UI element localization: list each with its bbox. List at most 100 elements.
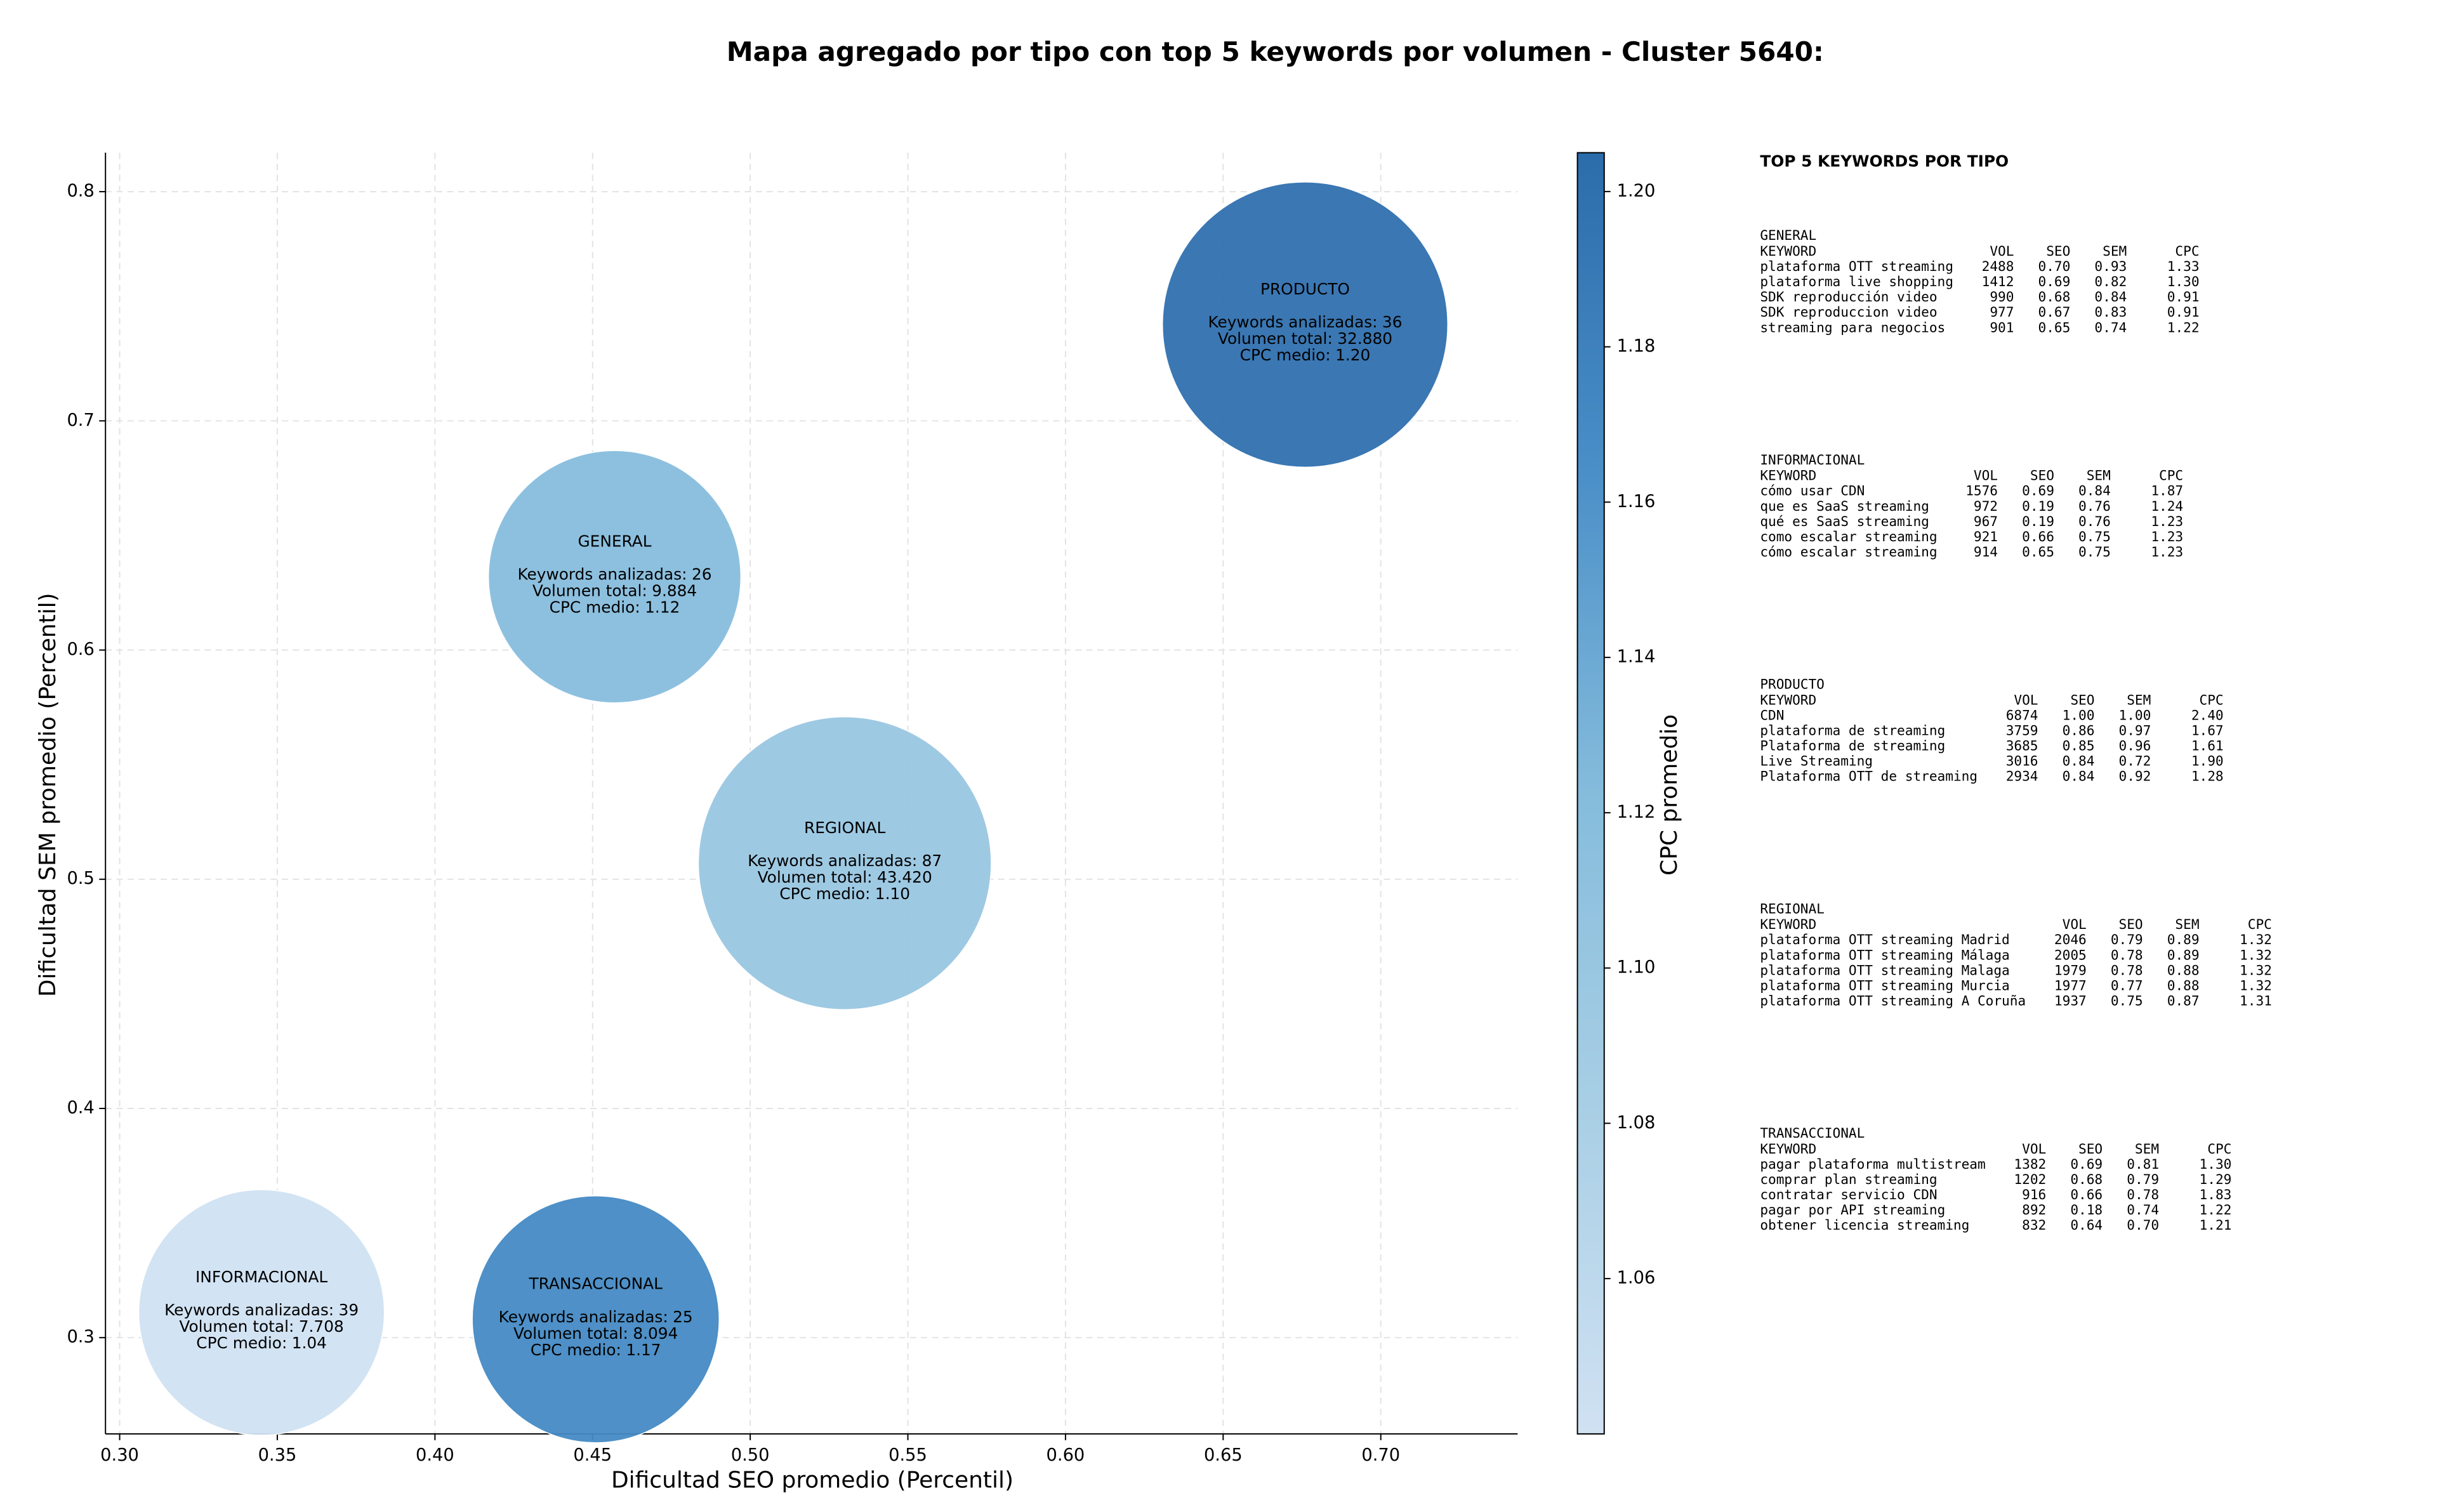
table-cell: 1382 — [2014, 1156, 2046, 1172]
bubble-name: PRODUCTO — [1260, 280, 1350, 298]
bubble-annotation: CPC medio: 1.12 — [550, 598, 680, 617]
table-cell: 0.66 — [2022, 529, 2054, 544]
colorbar-tick-label: 1.20 — [1617, 181, 1656, 201]
table-cell: 0.68 — [2070, 1171, 2103, 1187]
table-cell: plataforma live shopping — [1760, 273, 1953, 289]
bubble — [1161, 181, 1448, 468]
table-cell: 1977 — [2054, 977, 2087, 993]
table-cell: obtener licencia streaming — [1760, 1217, 1969, 1233]
table-cell: 0.67 — [2038, 304, 2071, 320]
table-cell: 1202 — [2014, 1171, 2046, 1187]
table-cell: 0.70 — [2038, 258, 2071, 274]
table-cell: 0.65 — [2022, 544, 2054, 560]
table-cell: 1.23 — [2151, 529, 2183, 544]
y-tick-label: 0.4 — [67, 1098, 94, 1117]
table-cell: 2.40 — [2191, 707, 2224, 723]
table-cell: 1.33 — [2167, 258, 2200, 274]
x-tick-label: 0.50 — [731, 1445, 770, 1465]
column-header: KEYWORD — [1760, 692, 1816, 707]
table-cell: 0.78 — [2111, 962, 2143, 978]
table-cell: 1.30 — [2167, 273, 2200, 289]
bubble — [472, 1195, 720, 1443]
annotation-value: 26 — [692, 565, 712, 583]
table-cell: 0.83 — [2094, 304, 2127, 320]
table-cell: 916 — [2022, 1187, 2046, 1202]
annotation-value: 43.420 — [877, 868, 932, 886]
column-header: KEYWORD — [1760, 468, 1816, 483]
x-tick-label: 0.35 — [258, 1445, 297, 1465]
panel-title: TOP 5 KEYWORDS POR TIPO — [1760, 152, 2009, 171]
bubble — [487, 450, 742, 704]
table-cell: 0.96 — [2119, 738, 2151, 754]
x-tick-label: 0.55 — [888, 1445, 927, 1465]
table-cell: 1.22 — [2167, 319, 2200, 335]
chart-title: Mapa agregado por tipo con top 5 keyword… — [727, 36, 1824, 67]
table-cell: 0.74 — [2094, 319, 2127, 335]
group-name: GENERAL — [1760, 227, 1816, 243]
annotation-label: CPC medio: — [196, 1334, 287, 1352]
bubble — [138, 1189, 385, 1436]
annotation-label: CPC medio: — [550, 598, 640, 617]
table-cell: SDK reproduccion video — [1760, 304, 1937, 320]
table-cell: 0.89 — [2167, 931, 2200, 947]
table-cell: 832 — [2022, 1217, 2046, 1233]
table-cell: 1.67 — [2191, 723, 2224, 739]
table-cell: 0.78 — [2111, 947, 2143, 963]
bubble-annotation: Volumen total: 7.708 — [179, 1317, 343, 1336]
table-cell: 0.75 — [2111, 992, 2143, 1008]
table-cell: 1.23 — [2151, 544, 2183, 560]
table-cell: 0.69 — [2022, 483, 2054, 499]
table-cell: 1.28 — [2191, 768, 2224, 784]
column-header: VOL — [1974, 468, 1998, 483]
annotation-value: 1.04 — [292, 1334, 327, 1352]
table-cell: 990 — [1990, 289, 2014, 305]
table-cell: 1.90 — [2191, 753, 2224, 769]
annotation-label: Keywords analizadas: — [518, 565, 687, 583]
table-cell: 0.65 — [2038, 319, 2071, 335]
table-cell: 2005 — [2054, 947, 2087, 963]
table-cell: 1.32 — [2240, 947, 2272, 963]
table-cell: contratar servicio CDN — [1760, 1187, 1937, 1202]
table-cell: 1412 — [1982, 273, 2014, 289]
column-header: SEM — [2087, 468, 2111, 483]
table-cell: 892 — [2022, 1202, 2046, 1218]
column-header: SEO — [2119, 916, 2143, 932]
table-cell: cómo escalar streaming — [1760, 544, 1937, 560]
column-header: CPC — [2207, 1141, 2231, 1157]
column-header: CPC — [2200, 692, 2224, 707]
table-cell: pagar plataforma multistream — [1760, 1156, 1985, 1172]
table-cell: comprar plan streaming — [1760, 1171, 1937, 1187]
table-cell: 0.87 — [2167, 992, 2200, 1008]
table-cell: que es SaaS streaming — [1760, 498, 1929, 514]
column-header: SEM — [2135, 1141, 2159, 1157]
table-cell: 0.69 — [2070, 1156, 2103, 1172]
table-cell: plataforma OTT streaming Malaga — [1760, 962, 2009, 978]
table-cell: 0.92 — [2119, 768, 2151, 784]
group-name: REGIONAL — [1760, 900, 1825, 916]
table-cell: 1.29 — [2200, 1171, 2232, 1187]
colorbar-label: CPC promedio — [1656, 714, 1682, 876]
column-header: SEO — [2078, 1141, 2103, 1157]
bubble-name: TRANSACCIONAL — [529, 1275, 663, 1293]
table-cell: qué es SaaS streaming — [1760, 513, 1929, 529]
table-cell: 1.23 — [2151, 513, 2183, 529]
colorbar-scale — [1576, 152, 1605, 1435]
x-tick-label: 0.30 — [100, 1445, 139, 1465]
table-cell: 1.32 — [2240, 977, 2272, 993]
table-cell: 0.70 — [2127, 1217, 2159, 1233]
colorbar: 1.06 1.08 1.10 1.12 1.14 1.16 1.18 1.20 — [1576, 152, 1656, 1435]
table-cell: 0.81 — [2127, 1156, 2159, 1172]
table-cell: 1937 — [2054, 992, 2087, 1008]
table-cell: pagar por API streaming — [1760, 1202, 1945, 1218]
table-cell: CDN — [1760, 707, 1784, 723]
column-header: VOL — [2014, 692, 2038, 707]
x-tick-label: 0.65 — [1204, 1445, 1243, 1465]
column-header: KEYWORD — [1760, 916, 1816, 932]
table-cell: 0.79 — [2127, 1171, 2159, 1187]
table-cell: 0.75 — [2078, 529, 2111, 544]
table-cell: 0.93 — [2094, 258, 2127, 274]
annotation-value: 1.12 — [645, 598, 680, 617]
